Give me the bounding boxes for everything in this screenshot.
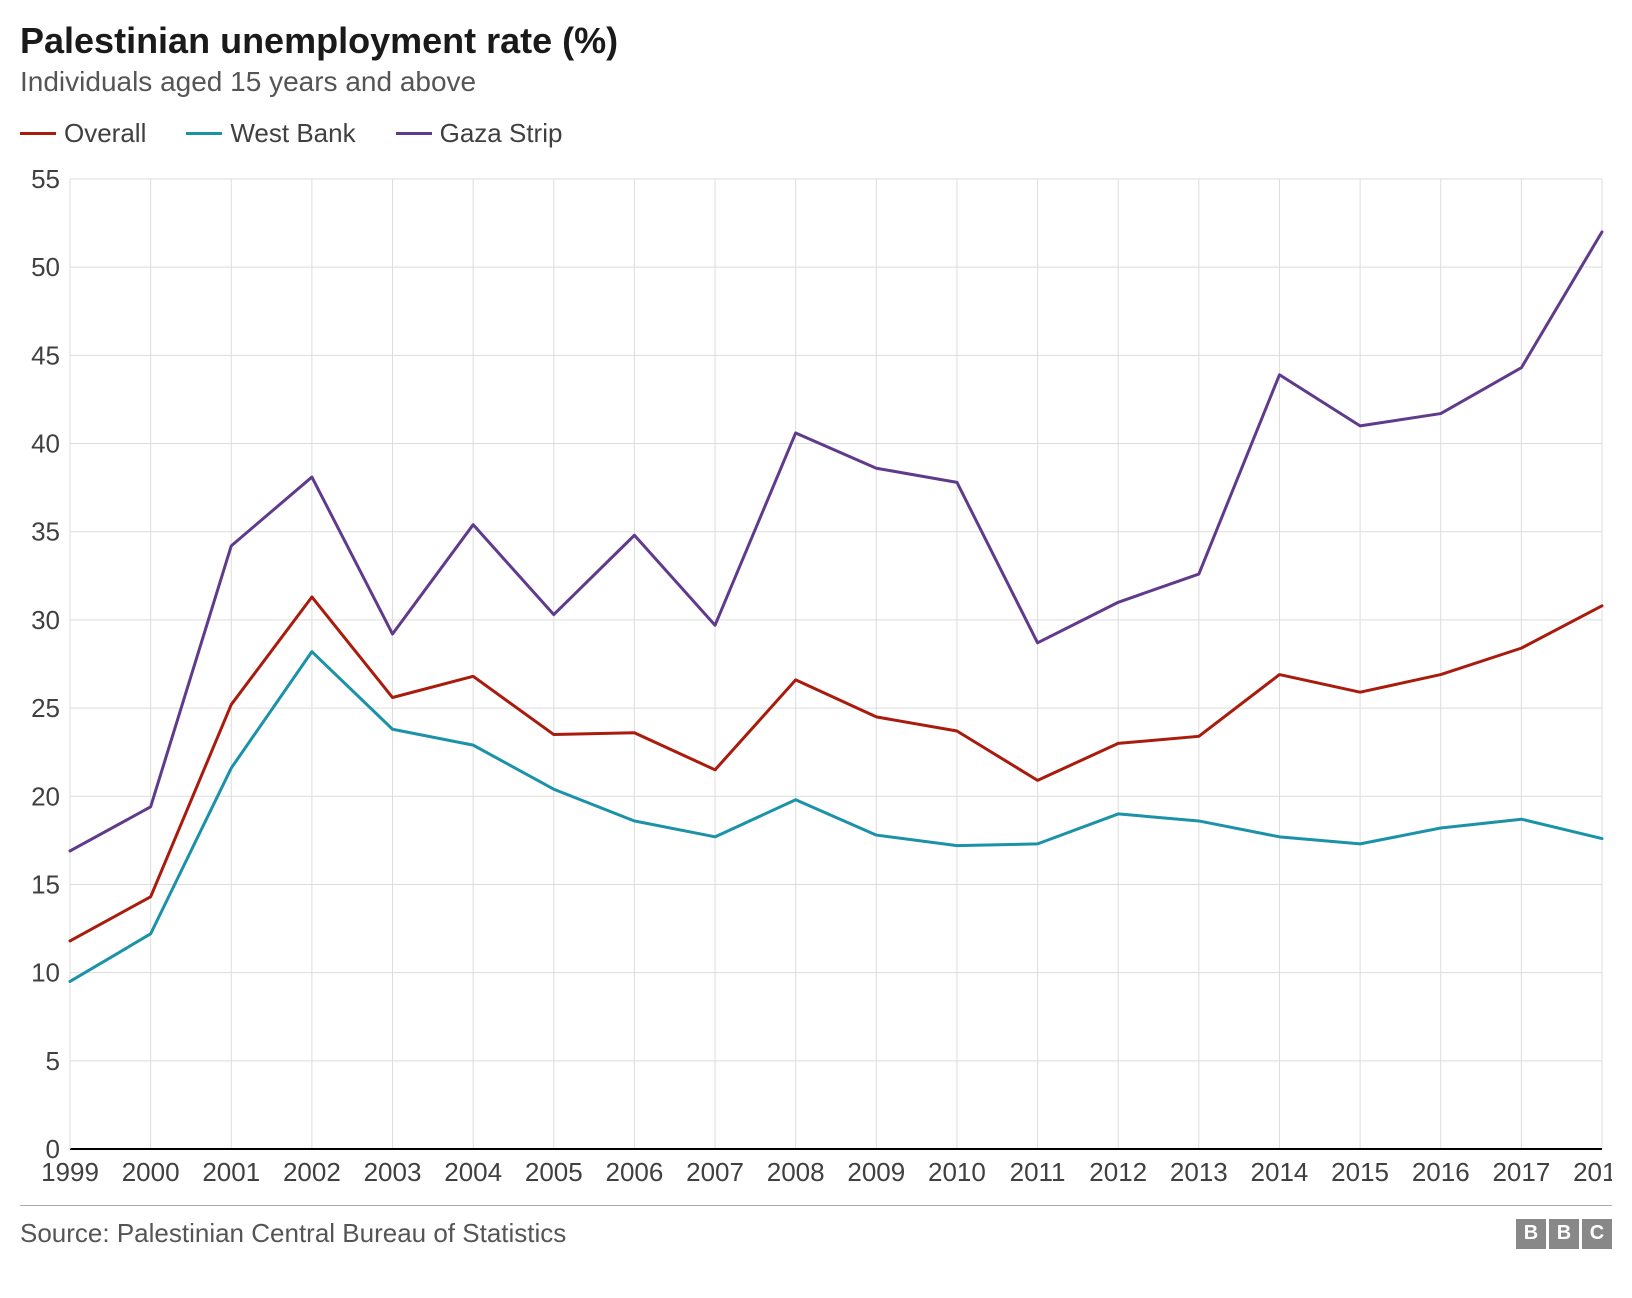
- bbc-logo: BBC: [1516, 1219, 1612, 1249]
- legend-item: West Bank: [186, 118, 355, 149]
- y-tick-label: 10: [31, 958, 60, 988]
- y-tick-label: 30: [31, 605, 60, 635]
- bbc-logo-box: C: [1582, 1219, 1612, 1249]
- x-tick-label: 2018: [1573, 1157, 1612, 1187]
- y-tick-label: 5: [46, 1046, 60, 1076]
- legend-item: Gaza Strip: [396, 118, 563, 149]
- chart-subtitle: Individuals aged 15 years and above: [20, 66, 1612, 98]
- x-tick-label: 2002: [283, 1157, 341, 1187]
- y-tick-label: 35: [31, 517, 60, 547]
- legend: Overall West Bank Gaza Strip: [20, 118, 1612, 149]
- series-line: [70, 597, 1602, 941]
- legend-item: Overall: [20, 118, 146, 149]
- x-tick-label: 2017: [1492, 1157, 1550, 1187]
- x-tick-label: 2000: [122, 1157, 180, 1187]
- legend-swatch: [396, 132, 432, 135]
- y-tick-label: 20: [31, 781, 60, 811]
- y-tick-label: 15: [31, 869, 60, 899]
- line-chart-svg: 0510152025303540455055199920002001200220…: [20, 169, 1612, 1189]
- legend-label: Gaza Strip: [440, 118, 563, 149]
- x-tick-label: 2008: [767, 1157, 825, 1187]
- chart-title: Palestinian unemployment rate (%): [20, 20, 1612, 62]
- legend-swatch: [20, 132, 56, 135]
- x-tick-label: 2003: [364, 1157, 422, 1187]
- x-tick-label: 2010: [928, 1157, 986, 1187]
- x-tick-label: 2005: [525, 1157, 583, 1187]
- y-tick-label: 25: [31, 693, 60, 723]
- y-tick-label: 50: [31, 252, 60, 282]
- legend-swatch: [186, 132, 222, 135]
- x-tick-label: 1999: [41, 1157, 99, 1187]
- chart-container: Palestinian unemployment rate (%) Indivi…: [20, 20, 1612, 1249]
- x-tick-label: 2006: [605, 1157, 663, 1187]
- x-tick-label: 2009: [847, 1157, 905, 1187]
- chart-footer: Source: Palestinian Central Bureau of St…: [20, 1205, 1612, 1249]
- x-tick-label: 2001: [202, 1157, 260, 1187]
- plot-area: 0510152025303540455055199920002001200220…: [20, 169, 1612, 1189]
- x-tick-label: 2011: [1010, 1157, 1066, 1187]
- bbc-logo-box: B: [1549, 1219, 1579, 1249]
- x-tick-label: 2007: [686, 1157, 744, 1187]
- legend-label: West Bank: [230, 118, 355, 149]
- x-tick-label: 2015: [1331, 1157, 1389, 1187]
- y-tick-label: 55: [31, 169, 60, 194]
- x-tick-label: 2013: [1170, 1157, 1228, 1187]
- x-tick-label: 2012: [1089, 1157, 1147, 1187]
- legend-label: Overall: [64, 118, 146, 149]
- series-line: [70, 232, 1602, 851]
- x-tick-label: 2014: [1251, 1157, 1309, 1187]
- x-tick-label: 2016: [1412, 1157, 1470, 1187]
- source-text: Source: Palestinian Central Bureau of St…: [20, 1218, 566, 1249]
- y-tick-label: 40: [31, 429, 60, 459]
- bbc-logo-box: B: [1516, 1219, 1546, 1249]
- y-tick-label: 45: [31, 340, 60, 370]
- series-line: [70, 652, 1602, 982]
- x-tick-label: 2004: [444, 1157, 502, 1187]
